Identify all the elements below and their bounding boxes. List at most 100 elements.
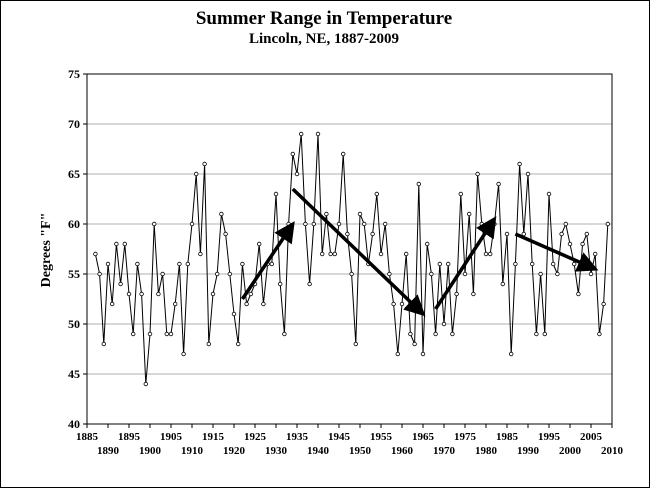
data-point bbox=[483, 251, 489, 257]
data-point bbox=[576, 291, 581, 297]
data-point bbox=[467, 211, 472, 217]
y-tick-label: 70 bbox=[68, 117, 80, 131]
data-point bbox=[563, 221, 568, 227]
data-point bbox=[530, 261, 535, 267]
data-point bbox=[504, 231, 510, 237]
data-point bbox=[488, 251, 493, 257]
x-tick-label: 1930 bbox=[265, 445, 288, 457]
data-point bbox=[471, 291, 476, 297]
data-point bbox=[420, 351, 426, 357]
data-point bbox=[605, 221, 610, 227]
data-point bbox=[273, 191, 279, 197]
data-point bbox=[135, 261, 140, 267]
data-point bbox=[311, 221, 316, 227]
data-point bbox=[160, 271, 165, 277]
x-tick-label: 1965 bbox=[412, 431, 435, 443]
data-point bbox=[168, 331, 174, 337]
data-point bbox=[567, 241, 573, 247]
data-point bbox=[227, 271, 232, 277]
x-tick-label: 2010 bbox=[601, 445, 624, 457]
data-point bbox=[500, 281, 505, 287]
data-point bbox=[429, 271, 434, 277]
data-point bbox=[105, 261, 111, 267]
data-point bbox=[601, 301, 606, 307]
x-tick-label: 1905 bbox=[160, 431, 183, 443]
data-point bbox=[433, 331, 438, 337]
data-point bbox=[223, 231, 228, 237]
x-tick-label: 1925 bbox=[244, 431, 267, 443]
data-point bbox=[454, 291, 459, 297]
data-point bbox=[475, 171, 480, 177]
y-tick-label: 60 bbox=[68, 217, 80, 231]
x-tick-label: 1960 bbox=[391, 445, 414, 457]
x-tick-label: 1890 bbox=[97, 445, 120, 457]
data-point bbox=[235, 341, 241, 347]
data-point bbox=[441, 321, 447, 327]
x-tick-label: 1940 bbox=[307, 445, 330, 457]
data-point bbox=[261, 301, 266, 307]
data-point bbox=[114, 241, 119, 247]
data-point bbox=[147, 331, 153, 337]
data-point bbox=[349, 271, 354, 277]
chart-subtitle: Lincoln, NE, 1887-2009 bbox=[249, 31, 399, 47]
trend-arrows bbox=[240, 187, 599, 317]
data-point bbox=[206, 341, 211, 347]
data-point bbox=[437, 261, 442, 267]
x-tick-label: 1990 bbox=[517, 445, 540, 457]
data-point bbox=[450, 331, 455, 337]
data-point bbox=[328, 251, 333, 257]
data-point bbox=[185, 261, 190, 267]
data-point bbox=[101, 341, 106, 347]
data-point bbox=[278, 281, 283, 287]
data-point bbox=[391, 301, 396, 307]
x-tick-label: 2000 bbox=[559, 445, 582, 457]
y-tick-label: 40 bbox=[68, 417, 80, 431]
data-point bbox=[555, 271, 560, 277]
data-point bbox=[496, 181, 501, 187]
data-point bbox=[139, 291, 144, 297]
x-tick-label: 1955 bbox=[370, 431, 393, 443]
data-point bbox=[580, 241, 585, 247]
data-point bbox=[240, 261, 245, 267]
data-point bbox=[294, 171, 300, 177]
data-point bbox=[525, 171, 531, 177]
data-point bbox=[462, 271, 468, 277]
data-point bbox=[551, 261, 556, 267]
data-point bbox=[404, 251, 409, 257]
y-tick-label: 50 bbox=[68, 317, 80, 331]
data-point bbox=[93, 251, 98, 257]
y-axis-label: Degrees "F" bbox=[39, 213, 54, 288]
y-tick-label: 75 bbox=[68, 67, 80, 81]
data-point bbox=[164, 331, 169, 337]
data-point bbox=[109, 301, 115, 307]
data-point bbox=[244, 301, 249, 307]
data-point bbox=[370, 231, 375, 237]
data-point bbox=[181, 351, 186, 357]
data-point bbox=[509, 351, 514, 357]
data-point bbox=[546, 191, 552, 197]
data-point bbox=[374, 191, 379, 197]
data-point bbox=[378, 251, 384, 257]
trend-arrow bbox=[240, 221, 295, 300]
data-point bbox=[395, 351, 400, 357]
data-point bbox=[399, 301, 405, 307]
data-point bbox=[357, 211, 363, 217]
y-tick-label: 55 bbox=[68, 267, 80, 281]
x-tick-label: 1995 bbox=[538, 431, 561, 443]
x-tick-label: 1915 bbox=[202, 431, 225, 443]
x-axis: 1885 1895 1905 1915 1925 1935 1945 1955 1965 1975… bbox=[76, 424, 624, 457]
data-point bbox=[269, 261, 274, 267]
plot-area bbox=[86, 73, 613, 425]
data-point bbox=[118, 281, 123, 287]
data-point bbox=[151, 221, 157, 227]
temperature-line bbox=[94, 133, 609, 385]
data-point bbox=[332, 251, 337, 257]
x-tick-label: 1945 bbox=[328, 431, 351, 443]
trend-arrow bbox=[291, 187, 426, 317]
x-tick-label: 1895 bbox=[118, 431, 141, 443]
data-point bbox=[517, 161, 522, 167]
data-point bbox=[387, 271, 392, 277]
x-tick-label: 1920 bbox=[223, 445, 246, 457]
data-point bbox=[572, 261, 577, 267]
